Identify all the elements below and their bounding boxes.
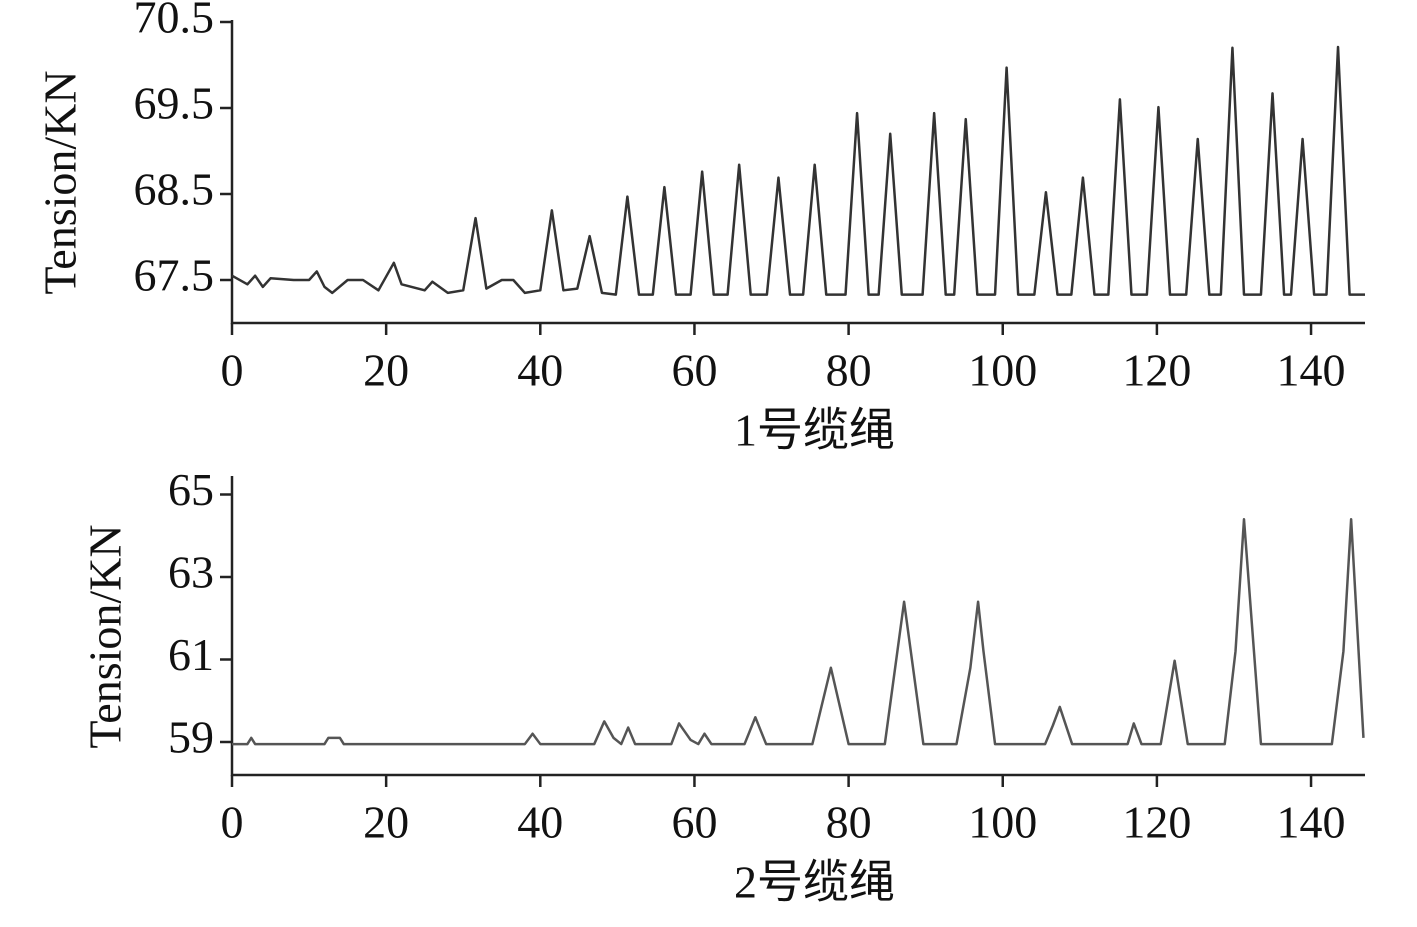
y-tick-label: 61 xyxy=(168,629,214,680)
x-tick-label: 60 xyxy=(671,797,717,848)
y-tick-label: 69.5 xyxy=(134,78,215,129)
x-axis-label: 1号缆绳 xyxy=(734,405,895,456)
y-tick-label: 70.5 xyxy=(134,0,215,43)
x-axis-label: 2号缆绳 xyxy=(734,857,895,908)
y-tick-label: 65 xyxy=(168,464,214,515)
y-tick-label: 67.5 xyxy=(134,250,215,301)
x-tick-label: 80 xyxy=(826,797,872,848)
y-axis-label: Tension/KN xyxy=(80,524,131,748)
x-tick-label: 100 xyxy=(968,345,1037,396)
x-tick-label: 140 xyxy=(1277,797,1346,848)
x-tick-label: 120 xyxy=(1122,797,1191,848)
y-tick-label: 63 xyxy=(168,547,214,598)
x-tick-label: 40 xyxy=(517,345,563,396)
data-line xyxy=(232,518,1365,746)
x-tick-label: 60 xyxy=(671,345,717,396)
y-tick-label: 59 xyxy=(168,712,214,763)
x-tick-label: 140 xyxy=(1277,345,1346,396)
x-tick-label: 80 xyxy=(826,345,872,396)
x-tick-label: 40 xyxy=(517,797,563,848)
x-tick-label: 0 xyxy=(221,345,244,396)
x-tick-label: 120 xyxy=(1122,345,1191,396)
axis-line xyxy=(230,476,1365,777)
x-tick-label: 20 xyxy=(363,797,409,848)
x-tick-label: 100 xyxy=(968,797,1037,848)
x-tick-label: 0 xyxy=(221,797,244,848)
data-line xyxy=(231,45,1365,296)
x-tick-label: 20 xyxy=(363,345,409,396)
y-tick-label: 68.5 xyxy=(134,164,215,215)
y-axis-label: Tension/KN xyxy=(35,70,86,294)
